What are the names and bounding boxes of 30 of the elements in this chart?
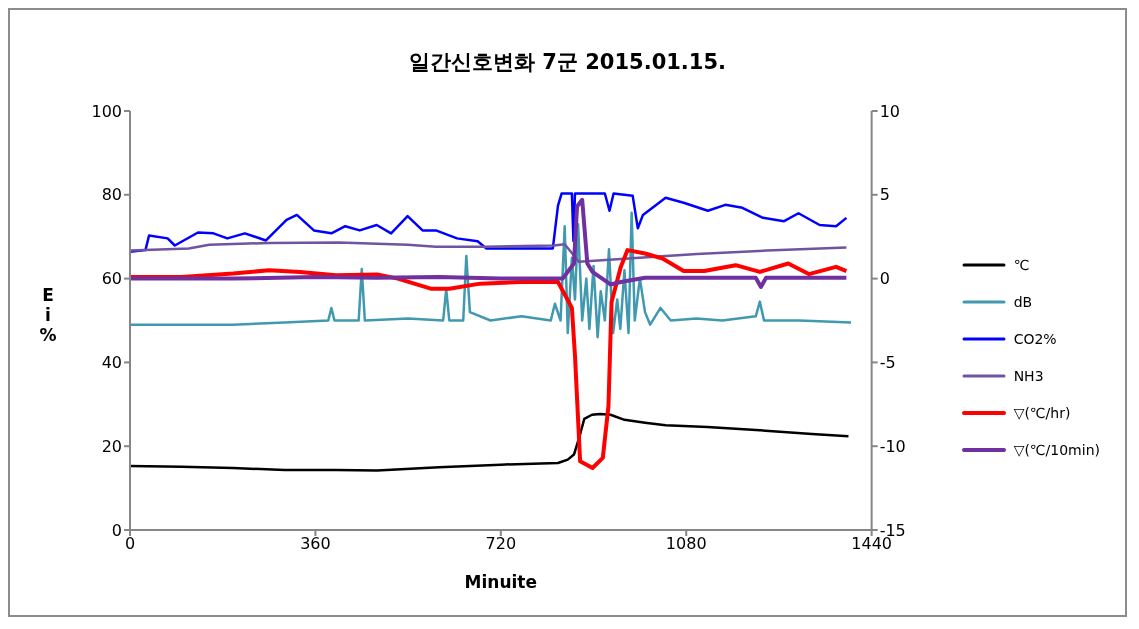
line-series xyxy=(130,241,848,264)
y-tick-label: 60 xyxy=(101,269,122,289)
legend-label: ▽(℃/10min) xyxy=(1013,441,1100,460)
line-series xyxy=(130,211,853,339)
y2-tick-label: 10 xyxy=(879,101,900,121)
y2-tick-label: 5 xyxy=(879,185,890,205)
y-tick-label: 80 xyxy=(101,185,122,205)
line-series xyxy=(130,197,849,289)
y2-tick-label: 0 xyxy=(879,269,890,289)
x-tick-label: 0 xyxy=(124,534,136,554)
legend-label: NH3 xyxy=(1013,367,1044,386)
legend-label: ℃ xyxy=(1013,256,1030,275)
line-series xyxy=(130,412,850,472)
x-tick-label: 1080 xyxy=(665,534,707,554)
x-tick-label: 720 xyxy=(485,534,517,554)
y-tick-label: 100 xyxy=(91,101,122,121)
line-series xyxy=(130,248,849,470)
y2-tick-label: -10 xyxy=(879,436,906,456)
chart-title: 일간신호변화 7군 2015.01.15. xyxy=(407,49,728,76)
y2-tick-label: -5 xyxy=(879,353,896,373)
y-axis-title: Ei% xyxy=(39,284,57,345)
legend-label: CO2% xyxy=(1013,330,1057,349)
y-tick-label: 20 xyxy=(101,436,122,456)
legend-label: dB xyxy=(1013,293,1033,312)
x-tick-label: 360 xyxy=(300,534,331,554)
legend-label: ▽(℃/hr) xyxy=(1013,404,1071,423)
line-series xyxy=(130,192,848,254)
y-tick-label: 40 xyxy=(101,353,122,373)
x-axis-title: Minuite xyxy=(464,572,538,592)
y-tick-label: 0 xyxy=(111,520,122,540)
